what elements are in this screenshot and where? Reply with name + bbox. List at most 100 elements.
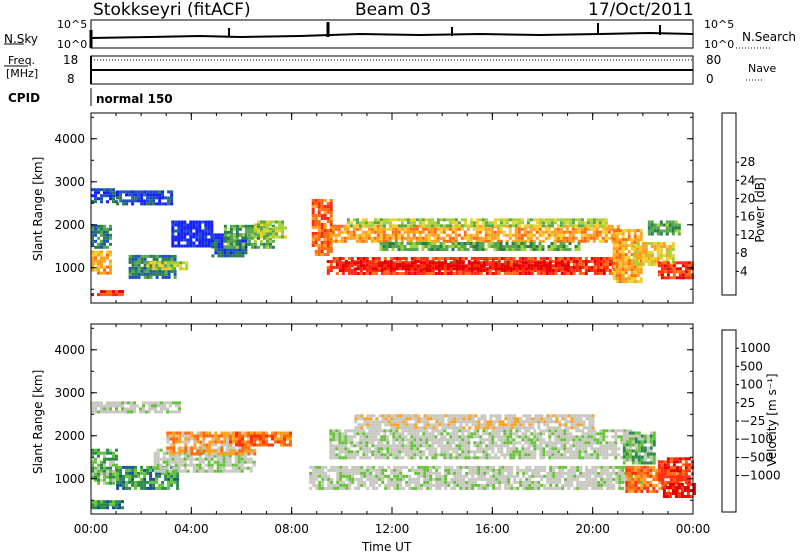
heatmap-cell [556,236,560,240]
heatmap-cell [558,477,562,481]
heatmap-cell [386,438,390,442]
heatmap-cell [192,457,196,461]
heatmap-cell [167,272,171,276]
heatmap-cell [100,224,103,228]
heatmap-cell [524,453,528,457]
heatmap-cell [344,438,348,442]
heatmap-cell [199,446,203,450]
heatmap-cell [362,272,366,275]
heatmap-cell [201,229,205,233]
heatmap-cell [97,466,100,470]
heatmap-cell [344,267,348,271]
heatmap-cell [432,465,436,469]
heatmap-cell [618,483,622,487]
heatmap-cell [226,233,230,237]
heatmap-cell [235,452,239,456]
heatmap-cell [621,253,625,257]
heatmap-cell [382,227,386,231]
heatmap-cell [482,441,486,445]
heatmap-cell [125,190,129,194]
heatmap-cell [484,221,488,225]
heatmap-cell [411,468,415,472]
heatmap-cell [220,245,224,249]
heatmap-cell [205,449,209,453]
heatmap-cell [91,472,94,476]
heatmap-cell [599,257,603,260]
heatmap-cell [435,468,439,472]
heatmap-cell [580,221,584,225]
heatmap-cell [383,264,387,268]
heatmap-cell [506,264,510,268]
heatmap-cell [660,270,664,274]
heatmap-cell [627,250,631,254]
heatmap-cell [326,260,330,263]
heatmap-cell [409,227,413,231]
heatmap-cell [657,270,661,274]
heatmap-cell [653,263,657,266]
heatmap-cell [341,447,345,451]
heatmap-cell [449,269,453,272]
heatmap-cell [214,242,218,246]
heatmap-cell [225,463,229,467]
heatmap-cell [187,434,191,438]
heatmap-cell [400,218,404,222]
heatmap-cell [381,480,385,484]
heatmap-cell [487,221,491,225]
heatmap-cell [394,218,398,222]
date-label: 17/Oct/2011 [588,0,694,20]
heatmap-cell [223,227,227,231]
heatmap-cell [186,238,190,242]
heatmap-cell [100,293,103,297]
heatmap-cell [624,247,628,251]
heatmap-cell [112,457,115,461]
heatmap-cell [638,254,642,257]
heatmap-cell [400,224,404,228]
heatmap-cell [400,242,404,245]
heatmap-cell [469,221,473,225]
heatmap-cell [687,276,691,280]
heatmap-cell [681,276,685,280]
heatmap-cell [217,437,221,441]
heatmap-cell [375,477,379,481]
heatmap-cell [510,468,514,472]
heatmap-cell [326,232,330,235]
heatmap-cell [401,435,405,439]
heatmap-cell [463,245,467,248]
heatmap-cell [653,257,657,260]
heatmap-cell [446,267,450,271]
heatmap-cell [426,483,430,487]
heatmap-cell [594,471,598,475]
heatmap-cell [394,242,398,245]
heatmap-cell [156,466,160,470]
heatmap-cell [122,480,126,484]
heatmap-cell [582,480,586,484]
heatmap-cell [391,224,395,228]
heatmap-cell [211,443,215,447]
heatmap-cell [207,232,211,236]
heatmap-cell [572,441,576,445]
heatmap-cell [94,233,97,237]
heatmap-cell [635,251,639,254]
heatmap-cell [201,460,205,464]
heatmap-cell [348,474,352,478]
heatmap-cell [441,477,445,481]
heatmap-cell [172,446,176,450]
heatmap-cell [547,236,551,240]
heatmap-cell [653,248,657,251]
heatmap-cell [106,293,109,297]
heatmap-cell [124,407,127,411]
heatmap-cell [529,227,533,231]
heatmap-cell [423,483,427,487]
heatmap-cell [492,468,496,472]
heatmap-cell [449,272,453,275]
heatmap-cell [514,221,518,225]
heatmap-cell [207,466,211,470]
heatmap-cell [380,435,384,439]
heatmap-cell [170,261,174,265]
heatmap-cell [553,221,557,225]
heatmap-cell [246,460,250,464]
heatmap-cell [97,463,100,467]
heatmap-cell [184,434,188,438]
heatmap-cell [353,429,357,433]
heatmap-cell [140,480,144,484]
